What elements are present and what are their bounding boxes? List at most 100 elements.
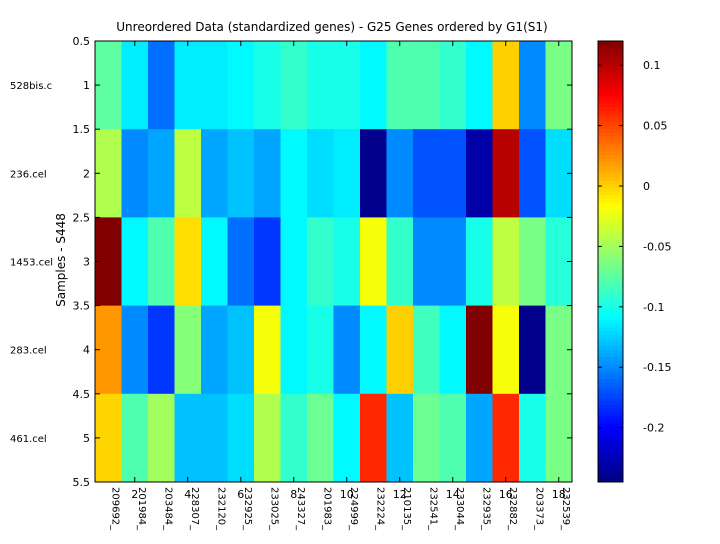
heatmap-cell: [254, 393, 281, 483]
colorbar-segment: [598, 360, 623, 365]
heatmap-cell: [254, 41, 281, 130]
heatmap-cell: [492, 41, 520, 130]
heatmap-cell: [148, 41, 175, 130]
colorbar-segment: [598, 59, 623, 64]
heatmap-cell: [227, 217, 255, 306]
colorbar-tick-label: -0.1: [643, 301, 664, 314]
heatmap-cell: [413, 41, 440, 130]
colorbar-segment: [598, 221, 623, 226]
colorbar-segment: [598, 169, 623, 174]
heatmap-cell: [201, 393, 228, 483]
heatmap-cell: [254, 305, 281, 395]
colorbar-segment: [598, 261, 623, 266]
colorbar-segment: [598, 463, 623, 468]
heatmap-cell: [254, 217, 281, 306]
y-tick-label: 2.5: [73, 211, 91, 224]
colorbar-segment: [598, 70, 623, 75]
column-label: 224999_: [348, 487, 359, 531]
colorbar-tick-label: -0.2: [643, 422, 664, 435]
colorbar-segment: [598, 342, 623, 347]
x-tick-label: 12: [393, 488, 407, 501]
colorbar-segment: [598, 467, 623, 472]
heatmap-cell: [492, 393, 520, 483]
colorbar-segment: [598, 52, 623, 57]
colorbar-segment: [598, 199, 623, 204]
colorbar-segment: [598, 408, 623, 413]
heatmap-cell: [386, 41, 414, 130]
colorbar-segment: [598, 335, 623, 340]
column-label: 232882_: [507, 487, 518, 531]
row-label: 1453.cel: [10, 258, 53, 269]
heatmap-cell: [227, 129, 255, 218]
colorbar-segment: [598, 114, 623, 119]
colorbar-segment: [598, 217, 623, 222]
heatmap-cell: [307, 41, 334, 130]
colorbar-segment: [598, 213, 623, 218]
y-tick-label: 1.5: [73, 123, 91, 136]
colorbar-segment: [598, 357, 623, 362]
colorbar-segment: [598, 301, 623, 307]
colorbar-segment: [598, 353, 623, 358]
heatmap-cell: [519, 41, 546, 130]
colorbar-segment: [598, 268, 623, 274]
heatmap-cell: [201, 41, 228, 130]
colorbar-segment: [598, 346, 623, 351]
colorbar-segment: [598, 184, 623, 189]
heatmap-cell: [413, 129, 440, 218]
x-tick-label: 18: [552, 488, 566, 501]
heatmap-cell: [386, 217, 414, 306]
heatmap-cell: [333, 129, 361, 218]
column-labels: 209692_ 201984_ 203484_ 228307_ 232120_ 23292…: [109, 487, 571, 531]
colorbar-segment: [598, 327, 623, 332]
heatmap-cell: [280, 41, 308, 130]
y-tick-label: 0.5: [73, 35, 91, 48]
row-label: 236.cel: [10, 169, 47, 180]
heatmap-cell: [121, 41, 149, 130]
column-label: 232541_: [427, 487, 438, 531]
y-tick-label: 3: [83, 256, 90, 269]
colorbar-segment: [598, 276, 623, 281]
colorbar-segment: [598, 265, 623, 270]
y-tick-label: 5.5: [73, 476, 91, 489]
heatmap-cell: [439, 129, 467, 218]
colorbar-segment: [598, 434, 623, 439]
y-tick-label: 5: [83, 432, 90, 445]
heatmap-cell: [280, 305, 308, 395]
heatmap-cell: [333, 217, 361, 306]
colorbar-segment: [598, 41, 623, 46]
axis-ticks: 0.5 1 1.5 2 2.5 3 3.5 4 4.5 5 5.5 2 4 6 8 10 12 14 16 18: [73, 35, 572, 501]
heatmap-cell: [227, 393, 255, 483]
colorbar-segment: [598, 283, 623, 288]
colorbar-segment: [598, 165, 623, 171]
colorbar-segment: [598, 364, 623, 369]
colorbar-segment: [598, 459, 623, 465]
colorbar-segment: [598, 430, 623, 435]
column-label: 232224_: [374, 487, 385, 531]
colorbar-segment: [598, 110, 623, 115]
column-label: 201984_: [136, 487, 147, 531]
colorbar-segment: [598, 92, 623, 97]
colorbar-segment: [598, 44, 623, 49]
heatmap-cell: [121, 217, 149, 306]
colorbar-segment: [598, 202, 623, 207]
heatmap-cell: [466, 217, 493, 306]
heatmap-cell: [492, 129, 520, 218]
heatmap-cell: [148, 129, 175, 218]
colorbar-segment: [598, 371, 623, 376]
column-label: 243327_: [295, 487, 306, 531]
colorbar-segment: [598, 375, 623, 380]
colorbar-segment: [598, 235, 623, 240]
heatmap-cell: [201, 217, 228, 306]
heatmap-cell: [439, 393, 467, 483]
colorbar-segment: [598, 173, 623, 178]
colorbar-segment: [598, 338, 623, 343]
colorbar-frame: [597, 40, 624, 483]
x-tick-label: 4: [184, 488, 191, 501]
colorbar-segment: [598, 103, 623, 108]
x-tick-label: 10: [340, 488, 354, 501]
colorbar-segment: [598, 404, 623, 409]
colorbar-segment: [598, 390, 623, 395]
colorbar-segment: [598, 320, 623, 325]
x-tick-label: 2: [131, 488, 138, 501]
